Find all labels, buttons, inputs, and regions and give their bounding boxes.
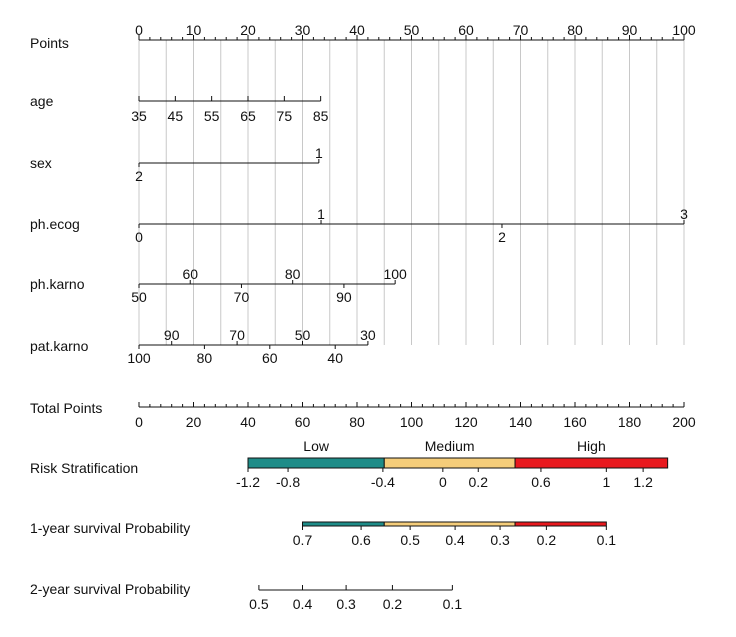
tick-label-total_points: 0 — [135, 414, 143, 430]
tick-label-points: 10 — [186, 22, 202, 38]
tick-label-surv1: 0.1 — [597, 532, 617, 548]
tick-label-surv1: 0.4 — [445, 532, 465, 548]
tick-label-points: 50 — [404, 22, 420, 38]
tick-label-risk: -1.2 — [236, 474, 260, 490]
tick-label-age: 85 — [313, 108, 329, 124]
band-label-high: High — [577, 438, 606, 454]
tick-label-pat_karno: 60 — [262, 350, 278, 366]
row-label-points: Points — [30, 35, 69, 51]
tick-label-age: 35 — [131, 108, 147, 124]
tick-label-total_points: 40 — [240, 414, 256, 430]
tick-label-total_points: 20 — [186, 414, 202, 430]
tick-label-ph_ecog: 3 — [680, 206, 688, 222]
tick-label-ph_ecog: 0 — [135, 229, 143, 245]
tick-label-age: 45 — [168, 108, 184, 124]
tick-label-pat_karno: 80 — [197, 350, 213, 366]
risk-band-medium — [383, 457, 516, 469]
tick-label-sex: 2 — [135, 168, 143, 184]
tick-label-risk: 0.6 — [531, 474, 551, 490]
tick-label-surv2: 0.2 — [383, 596, 403, 612]
row-label-ph_ecog: ph.ecog — [30, 216, 80, 232]
tick-label-points: 80 — [567, 22, 583, 38]
risk-band-high — [514, 457, 669, 469]
tick-label-ph_karno: 100 — [383, 266, 407, 282]
tick-label-total_points: 160 — [563, 414, 587, 430]
tick-label-surv2: 0.5 — [249, 596, 269, 612]
tick-label-points: 70 — [513, 22, 529, 38]
tick-label-points: 30 — [295, 22, 311, 38]
tick-label-pat_karno: 70 — [229, 327, 245, 343]
row-label-risk: Risk Stratification — [30, 460, 138, 476]
tick-label-points: 90 — [622, 22, 638, 38]
tick-label-surv2: 0.1 — [443, 596, 463, 612]
band-label-medium: Medium — [425, 438, 475, 454]
tick-label-ph_karno: 50 — [131, 289, 147, 305]
tick-label-age: 65 — [240, 108, 256, 124]
tick-label-points: 60 — [458, 22, 474, 38]
tick-label-pat_karno: 40 — [327, 350, 343, 366]
row-label-pat_karno: pat.karno — [30, 338, 89, 354]
grid-layer — [138, 40, 685, 345]
row-label-surv2: 2-year survival Probability — [30, 581, 190, 597]
tick-label-age: 75 — [277, 108, 293, 124]
tick-label-total_points: 140 — [509, 414, 533, 430]
risk-band-1 — [383, 521, 516, 527]
tick-label-pat_karno: 30 — [360, 327, 376, 343]
band-label-low: Low — [303, 438, 330, 454]
tick-label-risk: 0.2 — [469, 474, 489, 490]
tick-label-risk: -0.8 — [276, 474, 300, 490]
row-label-age: age — [30, 93, 54, 109]
tick-label-ph_ecog: 1 — [317, 206, 325, 222]
tick-label-age: 55 — [204, 108, 220, 124]
tick-label-total_points: 180 — [618, 414, 642, 430]
tick-label-ph_karno: 90 — [336, 289, 352, 305]
tick-label-total_points: 200 — [672, 414, 696, 430]
tick-label-sex: 1 — [315, 145, 323, 161]
tick-label-surv1: 0.2 — [537, 532, 557, 548]
tick-label-ph_karno: 70 — [234, 289, 250, 305]
tick-label-points: 20 — [240, 22, 256, 38]
tick-label-total_points: 60 — [295, 414, 311, 430]
risk-band-low — [247, 457, 385, 469]
tick-label-ph_karno: 80 — [285, 266, 301, 282]
row-label-surv1: 1-year survival Probability — [30, 520, 190, 536]
tick-label-surv1: 0.5 — [400, 532, 420, 548]
tick-label-risk: 1 — [602, 474, 610, 490]
tick-label-risk: -0.4 — [371, 474, 395, 490]
tick-label-pat_karno: 50 — [295, 327, 311, 343]
tick-label-surv1: 0.6 — [351, 532, 371, 548]
row-label-total_points: Total Points — [30, 400, 102, 416]
tick-label-total_points: 80 — [349, 414, 365, 430]
tick-label-points: 0 — [135, 22, 143, 38]
row-label-sex: sex — [30, 155, 52, 171]
tick-label-ph_ecog: 2 — [498, 229, 506, 245]
tick-label-surv2: 0.3 — [336, 596, 356, 612]
tick-label-total_points: 120 — [454, 414, 478, 430]
risk-band-0 — [302, 521, 385, 527]
tick-label-surv2: 0.4 — [293, 596, 313, 612]
tick-label-risk: 0 — [439, 474, 447, 490]
tick-label-risk: 1.2 — [633, 474, 653, 490]
risk-band-2 — [514, 521, 607, 527]
tick-label-pat_karno: 90 — [164, 327, 180, 343]
row-label-ph_karno: ph.karno — [30, 276, 85, 292]
tick-label-surv1: 0.7 — [293, 532, 313, 548]
tick-label-points: 100 — [672, 22, 696, 38]
tick-label-ph_karno: 60 — [182, 266, 198, 282]
tick-label-points: 40 — [349, 22, 365, 38]
tick-label-pat_karno: 100 — [127, 350, 151, 366]
tick-label-surv1: 0.3 — [490, 532, 510, 548]
tick-label-total_points: 100 — [400, 414, 424, 430]
